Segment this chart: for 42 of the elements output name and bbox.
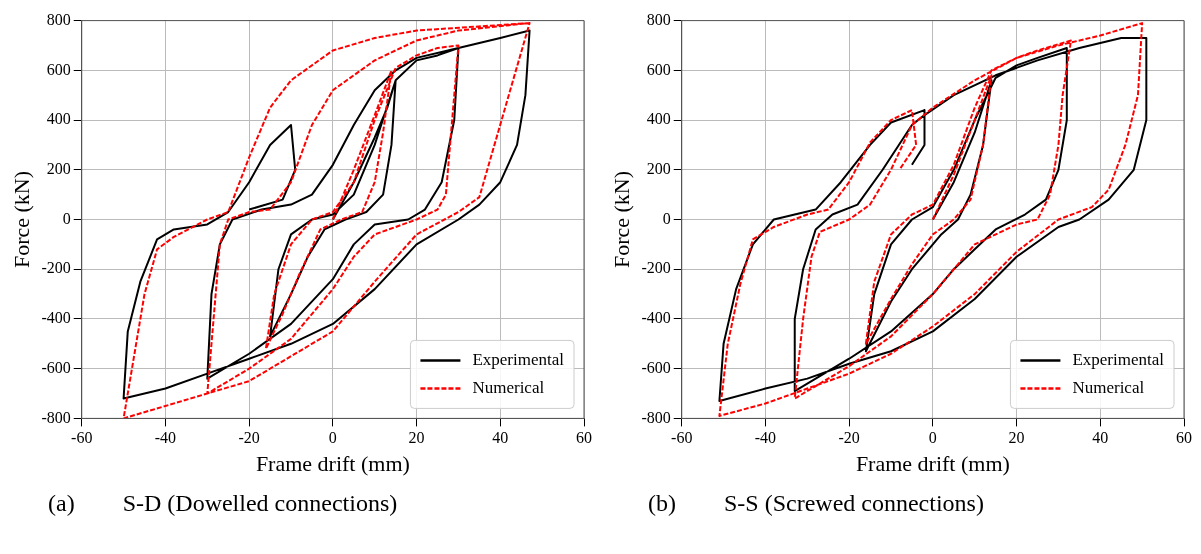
y-tick-label: 200 xyxy=(46,159,71,177)
x-tick-label: -40 xyxy=(154,429,177,447)
x-tick-label: 0 xyxy=(928,429,937,447)
y-tick-label: -600 xyxy=(41,358,71,376)
y-tick-label: -400 xyxy=(41,309,71,327)
y-tick-label: -800 xyxy=(41,408,71,426)
x-tick-label: -20 xyxy=(838,429,860,447)
text: (a) S-D (Dowelled connections) xyxy=(47,490,399,517)
y-tick-label: 600 xyxy=(646,60,671,78)
x-tick-label: 20 xyxy=(408,429,425,447)
y-axis-title: Force (kN) xyxy=(8,170,34,269)
text: (b) S-S (Screwed connections) xyxy=(647,490,985,517)
x-tick-label: 60 xyxy=(576,429,592,447)
y-tick-label: 800 xyxy=(46,10,71,28)
y-axis-title: Force (kN) xyxy=(608,170,634,269)
x-tick-label: -60 xyxy=(671,429,693,447)
x-axis-title: Frame drift (mm) xyxy=(855,450,1010,476)
y-tick-label: -400 xyxy=(641,309,671,327)
y-tick-label: 600 xyxy=(46,60,71,78)
y-tick-label: 0 xyxy=(662,209,671,227)
x-tick-label: 20 xyxy=(1008,429,1025,447)
legend-label: Experimental xyxy=(1072,349,1165,369)
y-tick-label: -200 xyxy=(641,259,671,277)
x-tick-label: -20 xyxy=(238,429,260,447)
x-tick-label: 0 xyxy=(328,429,337,447)
x-tick-label: 40 xyxy=(492,429,509,447)
legend-label: Numerical xyxy=(472,377,545,397)
y-tick-label: -200 xyxy=(41,259,71,277)
y-tick-label: -600 xyxy=(641,358,671,376)
x-tick-label: 60 xyxy=(1176,429,1192,447)
legend-label: Numerical xyxy=(1072,377,1145,397)
y-tick-label: 0 xyxy=(62,209,71,227)
y-tick-label: 800 xyxy=(646,10,671,28)
x-tick-label: 40 xyxy=(1092,429,1109,447)
y-tick-label: 400 xyxy=(46,110,71,128)
x-tick-label: -60 xyxy=(71,429,93,447)
x-tick-label: -40 xyxy=(754,429,777,447)
y-tick-label: -800 xyxy=(641,408,671,426)
y-tick-label: 400 xyxy=(646,110,671,128)
legend-label: Experimental xyxy=(472,349,565,369)
x-axis-title: Frame drift (mm) xyxy=(255,450,410,476)
y-tick-label: 200 xyxy=(646,159,671,177)
